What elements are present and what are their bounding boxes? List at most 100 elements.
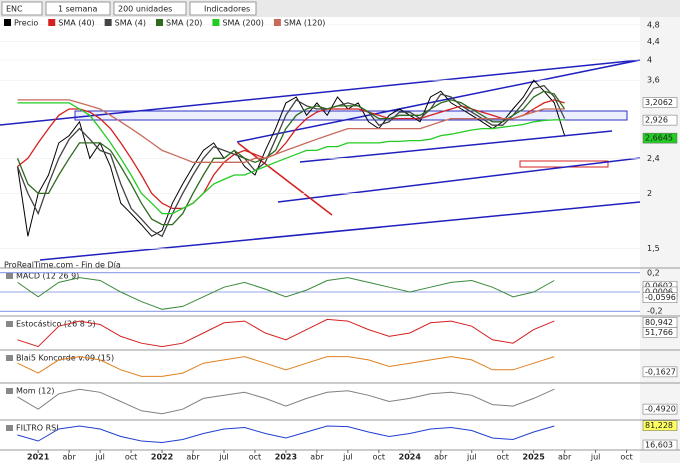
trend-line xyxy=(0,59,641,126)
trend-line xyxy=(39,201,641,261)
legend-swatch xyxy=(48,19,56,26)
x-tick-label: abr xyxy=(434,453,448,462)
zone xyxy=(74,110,628,121)
units: 200 unidades xyxy=(118,5,172,14)
x-tick-label: 2024 xyxy=(399,453,422,462)
value-label: -0,4920 xyxy=(645,405,676,414)
series-line xyxy=(17,99,565,163)
value-box xyxy=(642,132,678,144)
y-tick-label: 4,4 xyxy=(647,37,660,46)
x-tick-label: abr xyxy=(63,453,77,462)
panel-title: Blai5 Koncorde v.09 (15) xyxy=(16,354,114,363)
x-tick-label: jul xyxy=(590,453,601,462)
x-tick-label: oct xyxy=(620,453,632,462)
indicators: Indicadores xyxy=(204,5,250,14)
trend-line xyxy=(236,59,641,143)
panel-title: Mom (12) xyxy=(16,387,55,396)
value-label: 0,0006 xyxy=(645,287,673,296)
panel-icon xyxy=(6,321,13,327)
panel-title: Estocástico (26 8 5) xyxy=(16,320,96,329)
period-box[interactable] xyxy=(45,1,111,16)
series-line xyxy=(17,425,555,444)
value-label: -0,1627 xyxy=(645,367,676,376)
panel-title: FILTRO RSI xyxy=(16,424,59,433)
period: 1 semana xyxy=(58,5,97,14)
x-tick-label: 2022 xyxy=(151,453,173,462)
series-line xyxy=(16,84,566,238)
panel-title: MACD (12 26 9) xyxy=(16,272,79,281)
value-label: 80,942 xyxy=(645,318,673,327)
x-tick-label: oct xyxy=(249,453,261,462)
x-tick-label: jul xyxy=(466,453,477,462)
y-tick-label: 2,4 xyxy=(647,154,660,163)
value-box xyxy=(642,114,678,126)
y-tick-label: 1,5 xyxy=(647,244,660,253)
legend-label: SMA (40) xyxy=(58,19,94,28)
value-label: 81,228 xyxy=(645,421,673,430)
footer: ProRealTime.com - Fin de Día xyxy=(4,261,121,270)
series-line xyxy=(17,79,566,237)
value-label: 2,6645 xyxy=(645,134,673,143)
legend-label: SMA (4) xyxy=(115,19,146,28)
panel-icon xyxy=(6,355,13,361)
value-label: 3,2062 xyxy=(645,98,673,107)
x-tick-label: jul xyxy=(342,453,353,462)
trend-line-red xyxy=(237,142,333,216)
legend-swatch xyxy=(155,19,163,26)
legend-label: Precio xyxy=(14,19,38,28)
x-tick-label: abr xyxy=(186,453,200,462)
legend-swatch xyxy=(4,19,11,26)
value-box xyxy=(642,420,678,431)
x-tick-label: 2021 xyxy=(27,453,50,462)
series-line xyxy=(17,318,555,348)
symbol-box[interactable] xyxy=(1,1,43,16)
value-label: -0,0596 xyxy=(645,293,676,302)
units-box[interactable] xyxy=(113,1,187,16)
x-tick-label: 2023 xyxy=(275,453,297,462)
value-label: 16,603 xyxy=(645,441,673,450)
panel-icon xyxy=(6,388,13,394)
value-box xyxy=(642,292,678,303)
panel-icon xyxy=(6,273,13,279)
value-box xyxy=(642,366,678,378)
x-tick-label: abr xyxy=(558,453,572,462)
y-tick-label: 2 xyxy=(647,189,652,198)
value-box xyxy=(642,403,678,415)
y-tick-label: 4 xyxy=(647,55,652,64)
legend-label: SMA (20) xyxy=(166,19,202,28)
x-tick-label: 2025 xyxy=(523,453,546,462)
legend-swatch xyxy=(212,19,220,26)
series-line xyxy=(17,277,555,310)
indicators-box[interactable] xyxy=(189,1,257,16)
trend-line xyxy=(277,157,641,203)
value-label: 2,926 xyxy=(645,116,668,125)
x-tick-label: jul xyxy=(218,453,229,462)
x-tick-label: jul xyxy=(94,453,105,462)
x-tick-label: oct xyxy=(496,453,508,462)
y-tick-label: 0,2 xyxy=(647,268,660,277)
legend-swatch xyxy=(273,19,281,26)
trend-line xyxy=(299,130,613,163)
legend-label: SMA (120) xyxy=(284,19,326,28)
right-axis xyxy=(640,17,680,463)
series-line xyxy=(17,102,565,215)
value-box xyxy=(642,97,678,108)
series-line xyxy=(17,388,555,415)
series-line xyxy=(17,356,555,377)
drawings xyxy=(0,59,641,261)
value-box xyxy=(642,327,678,338)
legend-label: SMA (200) xyxy=(222,19,264,28)
legend-swatch xyxy=(104,19,112,26)
x-tick-label: oct xyxy=(373,453,385,462)
symbol: ENC xyxy=(6,5,23,14)
x-tick-label: oct xyxy=(125,453,137,462)
y-tick-label: 3,6 xyxy=(647,76,660,85)
value-label: 51,766 xyxy=(645,328,673,337)
value-label: 0,0602 xyxy=(645,282,673,291)
x-tick-label: abr xyxy=(310,453,324,462)
y-tick-label: -0,2 xyxy=(647,307,663,316)
series-line xyxy=(16,90,566,226)
panel-icon xyxy=(6,425,13,431)
y-tick-label: 4,8 xyxy=(647,20,660,29)
